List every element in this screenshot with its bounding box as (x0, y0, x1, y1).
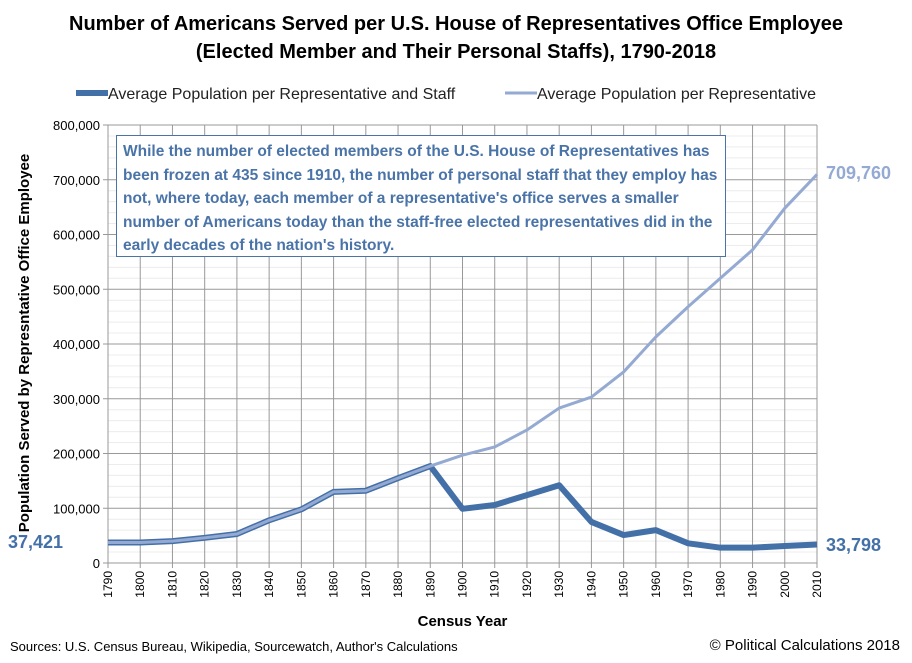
x-tick-label: 2010 (810, 571, 824, 598)
chart-title: Number of Americans Served per U.S. Hous… (69, 13, 843, 63)
x-tick-label: 1950 (617, 571, 631, 598)
y-tick-label: 800,000 (53, 118, 100, 133)
y-axis-title: Population Served by Represntative Offic… (16, 154, 33, 532)
x-tick-label: 1820 (198, 571, 212, 598)
x-axis-title: Census Year (418, 613, 508, 630)
annotation-box: While the number of elected members of t… (116, 135, 726, 257)
x-tick-label: 1840 (262, 571, 276, 598)
copyright: © Political Calculations 2018 (709, 637, 900, 654)
x-tick-label: 1790 (101, 571, 115, 598)
series-line-representative (107, 173, 819, 545)
x-tick-label: 1940 (584, 571, 598, 598)
end-value-label-staff: 33,798 (826, 535, 882, 555)
y-tick-label: 400,000 (53, 337, 100, 352)
x-tick-label: 1990 (746, 571, 760, 598)
x-tick-label: 1920 (520, 571, 534, 598)
x-tick-label: 1860 (327, 571, 341, 598)
x-tick-label: 1900 (456, 571, 470, 598)
y-tick-label: 0 (93, 556, 100, 571)
x-tick-label: 1800 (133, 571, 147, 598)
y-tick-label: 600,000 (53, 228, 100, 243)
legend-label: Average Population per Representative (537, 86, 816, 103)
legend-label: Average Population per Representative an… (108, 86, 456, 103)
x-tick-label: 1810 (165, 571, 179, 598)
x-tick-label: 1830 (230, 571, 244, 598)
y-tick-label: 500,000 (53, 282, 100, 297)
x-tick-label: 1870 (359, 571, 373, 598)
end-value-label-representative: 709,760 (826, 163, 892, 183)
x-tick-label: 1960 (649, 571, 663, 598)
x-tick-label: 1970 (681, 571, 695, 598)
sources-note: Sources: U.S. Census Bureau, Wikipedia, … (10, 639, 458, 654)
x-tick-label: 1880 (391, 571, 405, 598)
x-tick-label: 1850 (294, 571, 308, 598)
x-tick-label: 1930 (552, 571, 566, 598)
y-tick-label: 200,000 (53, 447, 100, 462)
y-tick-label: 300,000 (53, 392, 100, 407)
x-tick-label: 1910 (488, 571, 502, 598)
x-tick-label: 2000 (778, 571, 792, 598)
start-value-label: 37,421 (8, 532, 64, 552)
x-tick-label: 1980 (713, 571, 727, 598)
y-tick-label: 700,000 (53, 173, 100, 188)
x-tick-label: 1890 (423, 571, 437, 598)
y-tick-label: 100,000 (53, 501, 100, 516)
